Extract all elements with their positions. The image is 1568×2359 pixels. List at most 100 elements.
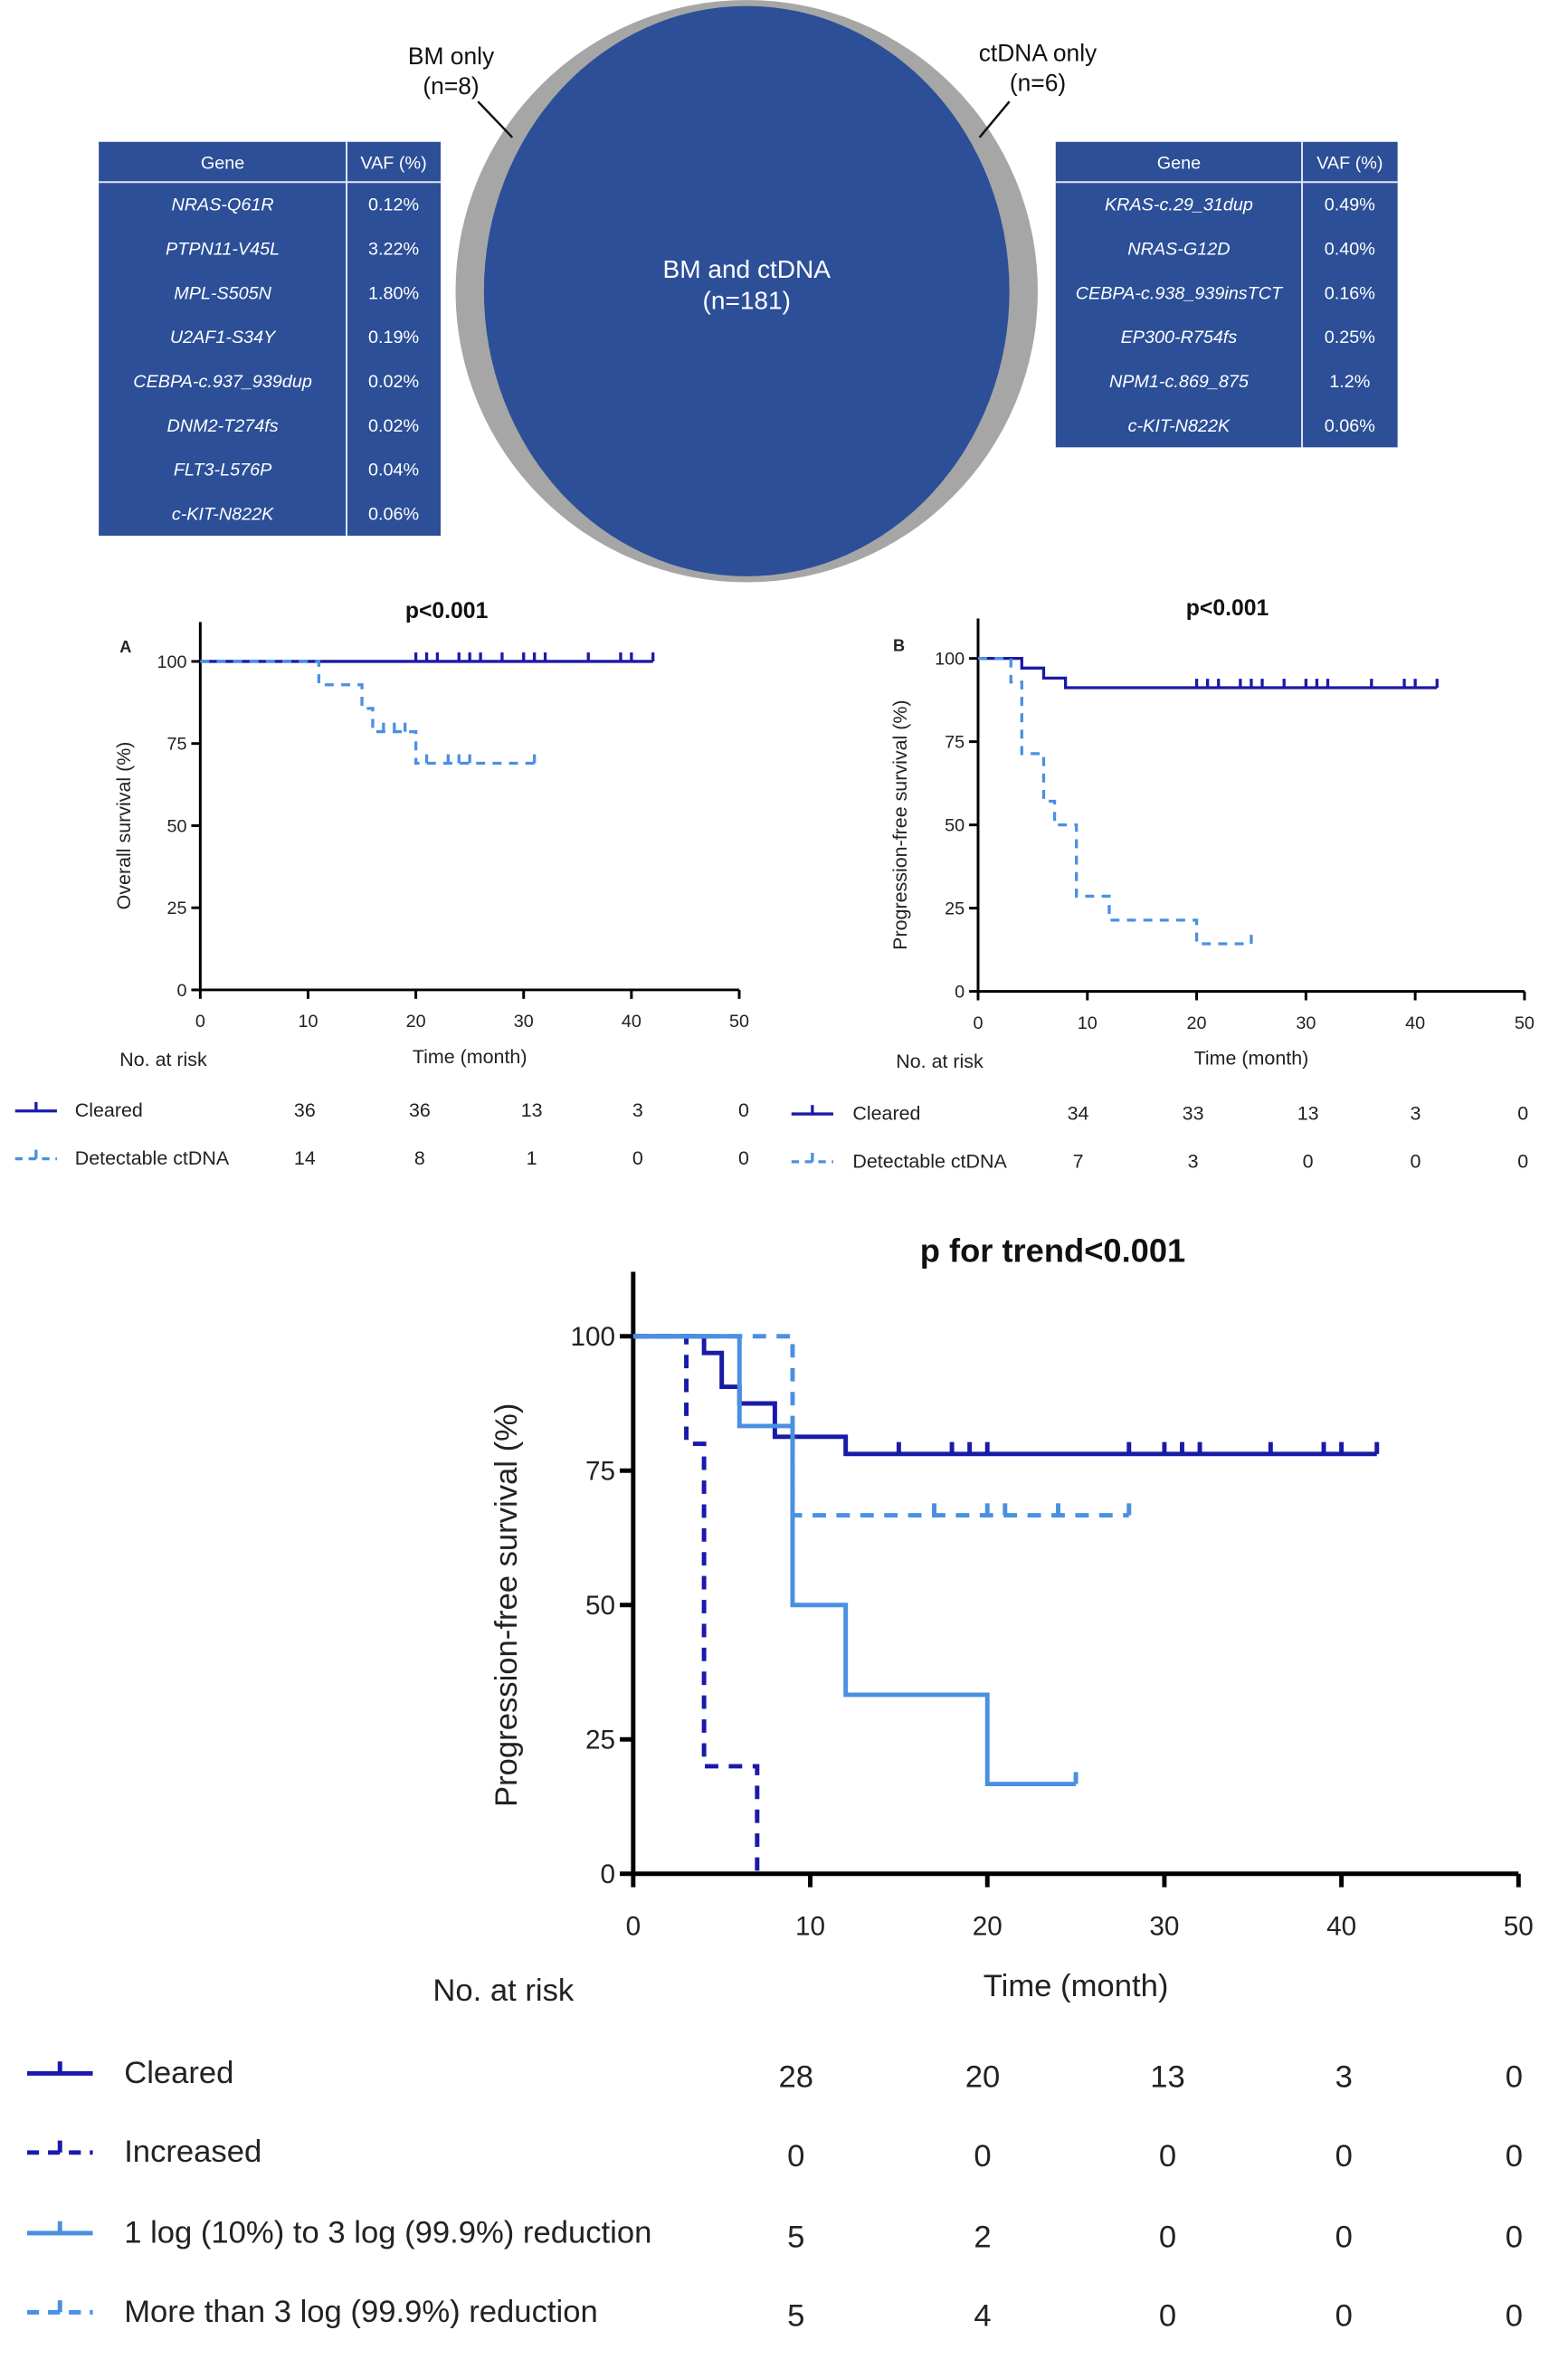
survival-curve (978, 657, 1251, 946)
at-risk-count: 5 (787, 2220, 804, 2254)
at-risk-count: 13 (1297, 1103, 1319, 1125)
table-cell-vaf: 3.22% (368, 239, 419, 259)
at-risk-count: 5 (787, 2299, 804, 2334)
table-background (1055, 141, 1398, 448)
table-cell-gene: NRAS-Q61R (171, 195, 273, 215)
at-risk-row-label: Cleared (75, 1099, 143, 1121)
table-cell-vaf: 1.80% (368, 283, 419, 303)
survival-curve (632, 1334, 1077, 1787)
x-tick-label: 50 (1504, 1911, 1534, 1941)
at-risk-header: No. at risk (896, 1051, 984, 1072)
series-1-log-10-to-3-log-99-9-reduction: 1 log (10%) to 3 log (99.9%) reduction 5 2… (26, 1334, 1523, 2254)
table-cell-gene: c-KIT-N822K (172, 505, 274, 525)
at-risk-count: 3 (1410, 1103, 1421, 1125)
y-tick-label: 100 (935, 650, 965, 670)
y-tick-label: 75 (945, 733, 965, 753)
table-cell-gene: NRAS-G12D (1127, 239, 1230, 259)
survival-curve (978, 657, 1438, 690)
x-tick-label: 40 (1405, 1013, 1425, 1033)
venn-center-n: (n=181) (703, 287, 791, 315)
vaf-table-right: Gene VAF (%) KRAS-c.29_31dup 0.49% NRAS-G12D… (1055, 141, 1398, 448)
at-risk-count: 33 (1183, 1103, 1204, 1125)
table-cell-vaf: 0.19% (368, 328, 419, 347)
venn-diagram: BM and ctDNA (n=181) BM only (n=8) ctDNA… (408, 0, 1098, 583)
y-tick-label: 50 (166, 816, 186, 836)
chart-title-a: p<0.001 (405, 599, 489, 623)
table-header-gene: Gene (1157, 153, 1201, 173)
y-axis-label: Progression-free survival (%) (489, 1403, 524, 1807)
x-tick-label: 50 (1515, 1013, 1535, 1033)
table-cell-gene: NPM1-c.869_875 (1109, 372, 1250, 392)
table-cell-vaf: 0.40% (1325, 239, 1375, 259)
at-risk-header: No. at risk (432, 1974, 575, 2008)
y-tick-label: 50 (585, 1591, 615, 1621)
y-tick-label: 0 (176, 981, 186, 1001)
survival-curve (632, 1334, 1129, 1518)
at-risk-count: 0 (1506, 2139, 1523, 2174)
at-risk-count: 3 (632, 1099, 643, 1121)
at-risk-count: 0 (1410, 1150, 1421, 1172)
x-tick-label: 30 (514, 1012, 534, 1032)
series-increased: Increased 0 0 0 0 0 (26, 1334, 1523, 2174)
table-cell-gene: CEBPA-c.938_939insTCT (1076, 283, 1284, 303)
table-cell-vaf: 0.02% (368, 416, 419, 436)
at-risk-count: 0 (1303, 1150, 1314, 1172)
at-risk-count: 0 (1517, 1150, 1528, 1172)
venn-left-label: BM only (408, 43, 495, 70)
y-tick-label: 100 (571, 1322, 616, 1352)
at-risk-count: 0 (632, 1147, 643, 1169)
at-risk-row-label: Detectable ctDNA (75, 1147, 230, 1169)
at-risk-count: 0 (1506, 2220, 1523, 2254)
table-cell-gene: c-KIT-N822K (1128, 416, 1231, 436)
at-risk-count: 0 (974, 2139, 991, 2174)
table-cell-vaf: 1.2% (1329, 372, 1370, 392)
at-risk-count: 34 (1068, 1103, 1089, 1125)
at-risk-row-label: Detectable ctDNA (852, 1150, 1007, 1172)
x-tick-label: 40 (1326, 1911, 1356, 1941)
at-risk-count: 28 (778, 2060, 813, 2095)
y-tick-label: 100 (157, 652, 186, 672)
x-tick-label: 30 (1296, 1013, 1316, 1033)
series-more-than-3-log-99-9-reduction: More than 3 log (99.9%) reduction 5 4 0 0 0 (26, 1334, 1523, 2334)
vaf-tables: Gene VAF (%) NRAS-Q61R 0.12% PTPN11-V45L 3.22… (99, 141, 1398, 537)
series-detectable-ctdna: Detectable ctDNA 14 8 1 0 0 (14, 660, 749, 1169)
x-axis-label: Time (month) (413, 1046, 527, 1068)
at-risk-count: 20 (965, 2060, 1001, 2095)
y-axis-label: Progression-free survival (%) (889, 699, 911, 949)
table-cell-gene: U2AF1-S34Y (170, 328, 277, 347)
y-tick-label: 75 (585, 1457, 615, 1487)
x-axis-label: Time (month) (1194, 1047, 1309, 1069)
table-cell-vaf: 0.06% (1325, 416, 1375, 436)
table-background (99, 141, 442, 537)
at-risk-count: 0 (1335, 2220, 1353, 2254)
x-tick-label: 10 (795, 1911, 825, 1941)
at-risk-count: 13 (1150, 2060, 1185, 2095)
series-cleared: Cleared 36 36 13 3 0 (14, 652, 749, 1121)
table-cell-gene: PTPN11-V45L (166, 239, 280, 259)
table-cell-vaf: 0.04% (368, 461, 419, 480)
panel-label: A (119, 638, 131, 656)
at-risk-header: No. at risk (119, 1049, 207, 1070)
x-tick-label: 0 (195, 1012, 205, 1032)
y-tick-label: 75 (166, 735, 186, 755)
series-cleared: Cleared 34 33 13 3 0 (791, 657, 1528, 1125)
table-cell-gene: CEBPA-c.937_939dup (133, 372, 312, 392)
x-tick-label: 50 (729, 1012, 749, 1032)
table-cell-vaf: 0.25% (1325, 328, 1375, 347)
table-cell-vaf: 0.49% (1325, 195, 1375, 215)
x-tick-label: 0 (973, 1013, 983, 1033)
at-risk-count: 4 (974, 2299, 991, 2334)
x-tick-label: 30 (1149, 1911, 1179, 1941)
table-cell-gene: MPL-S505N (174, 283, 271, 303)
venn-center-label: BM and ctDNA (663, 255, 832, 283)
x-tick-label: 10 (298, 1012, 318, 1032)
at-risk-row-label: 1 log (10%) to 3 log (99.9%) reduction (124, 2215, 651, 2250)
survival-curve (632, 1334, 1377, 1457)
venn-left-n: (n=8) (423, 72, 479, 100)
y-tick-label: 50 (945, 816, 965, 836)
series-cleared: Cleared 28 20 13 3 0 (26, 1334, 1523, 2095)
table-cell-gene: EP300-R754fs (1121, 328, 1238, 347)
